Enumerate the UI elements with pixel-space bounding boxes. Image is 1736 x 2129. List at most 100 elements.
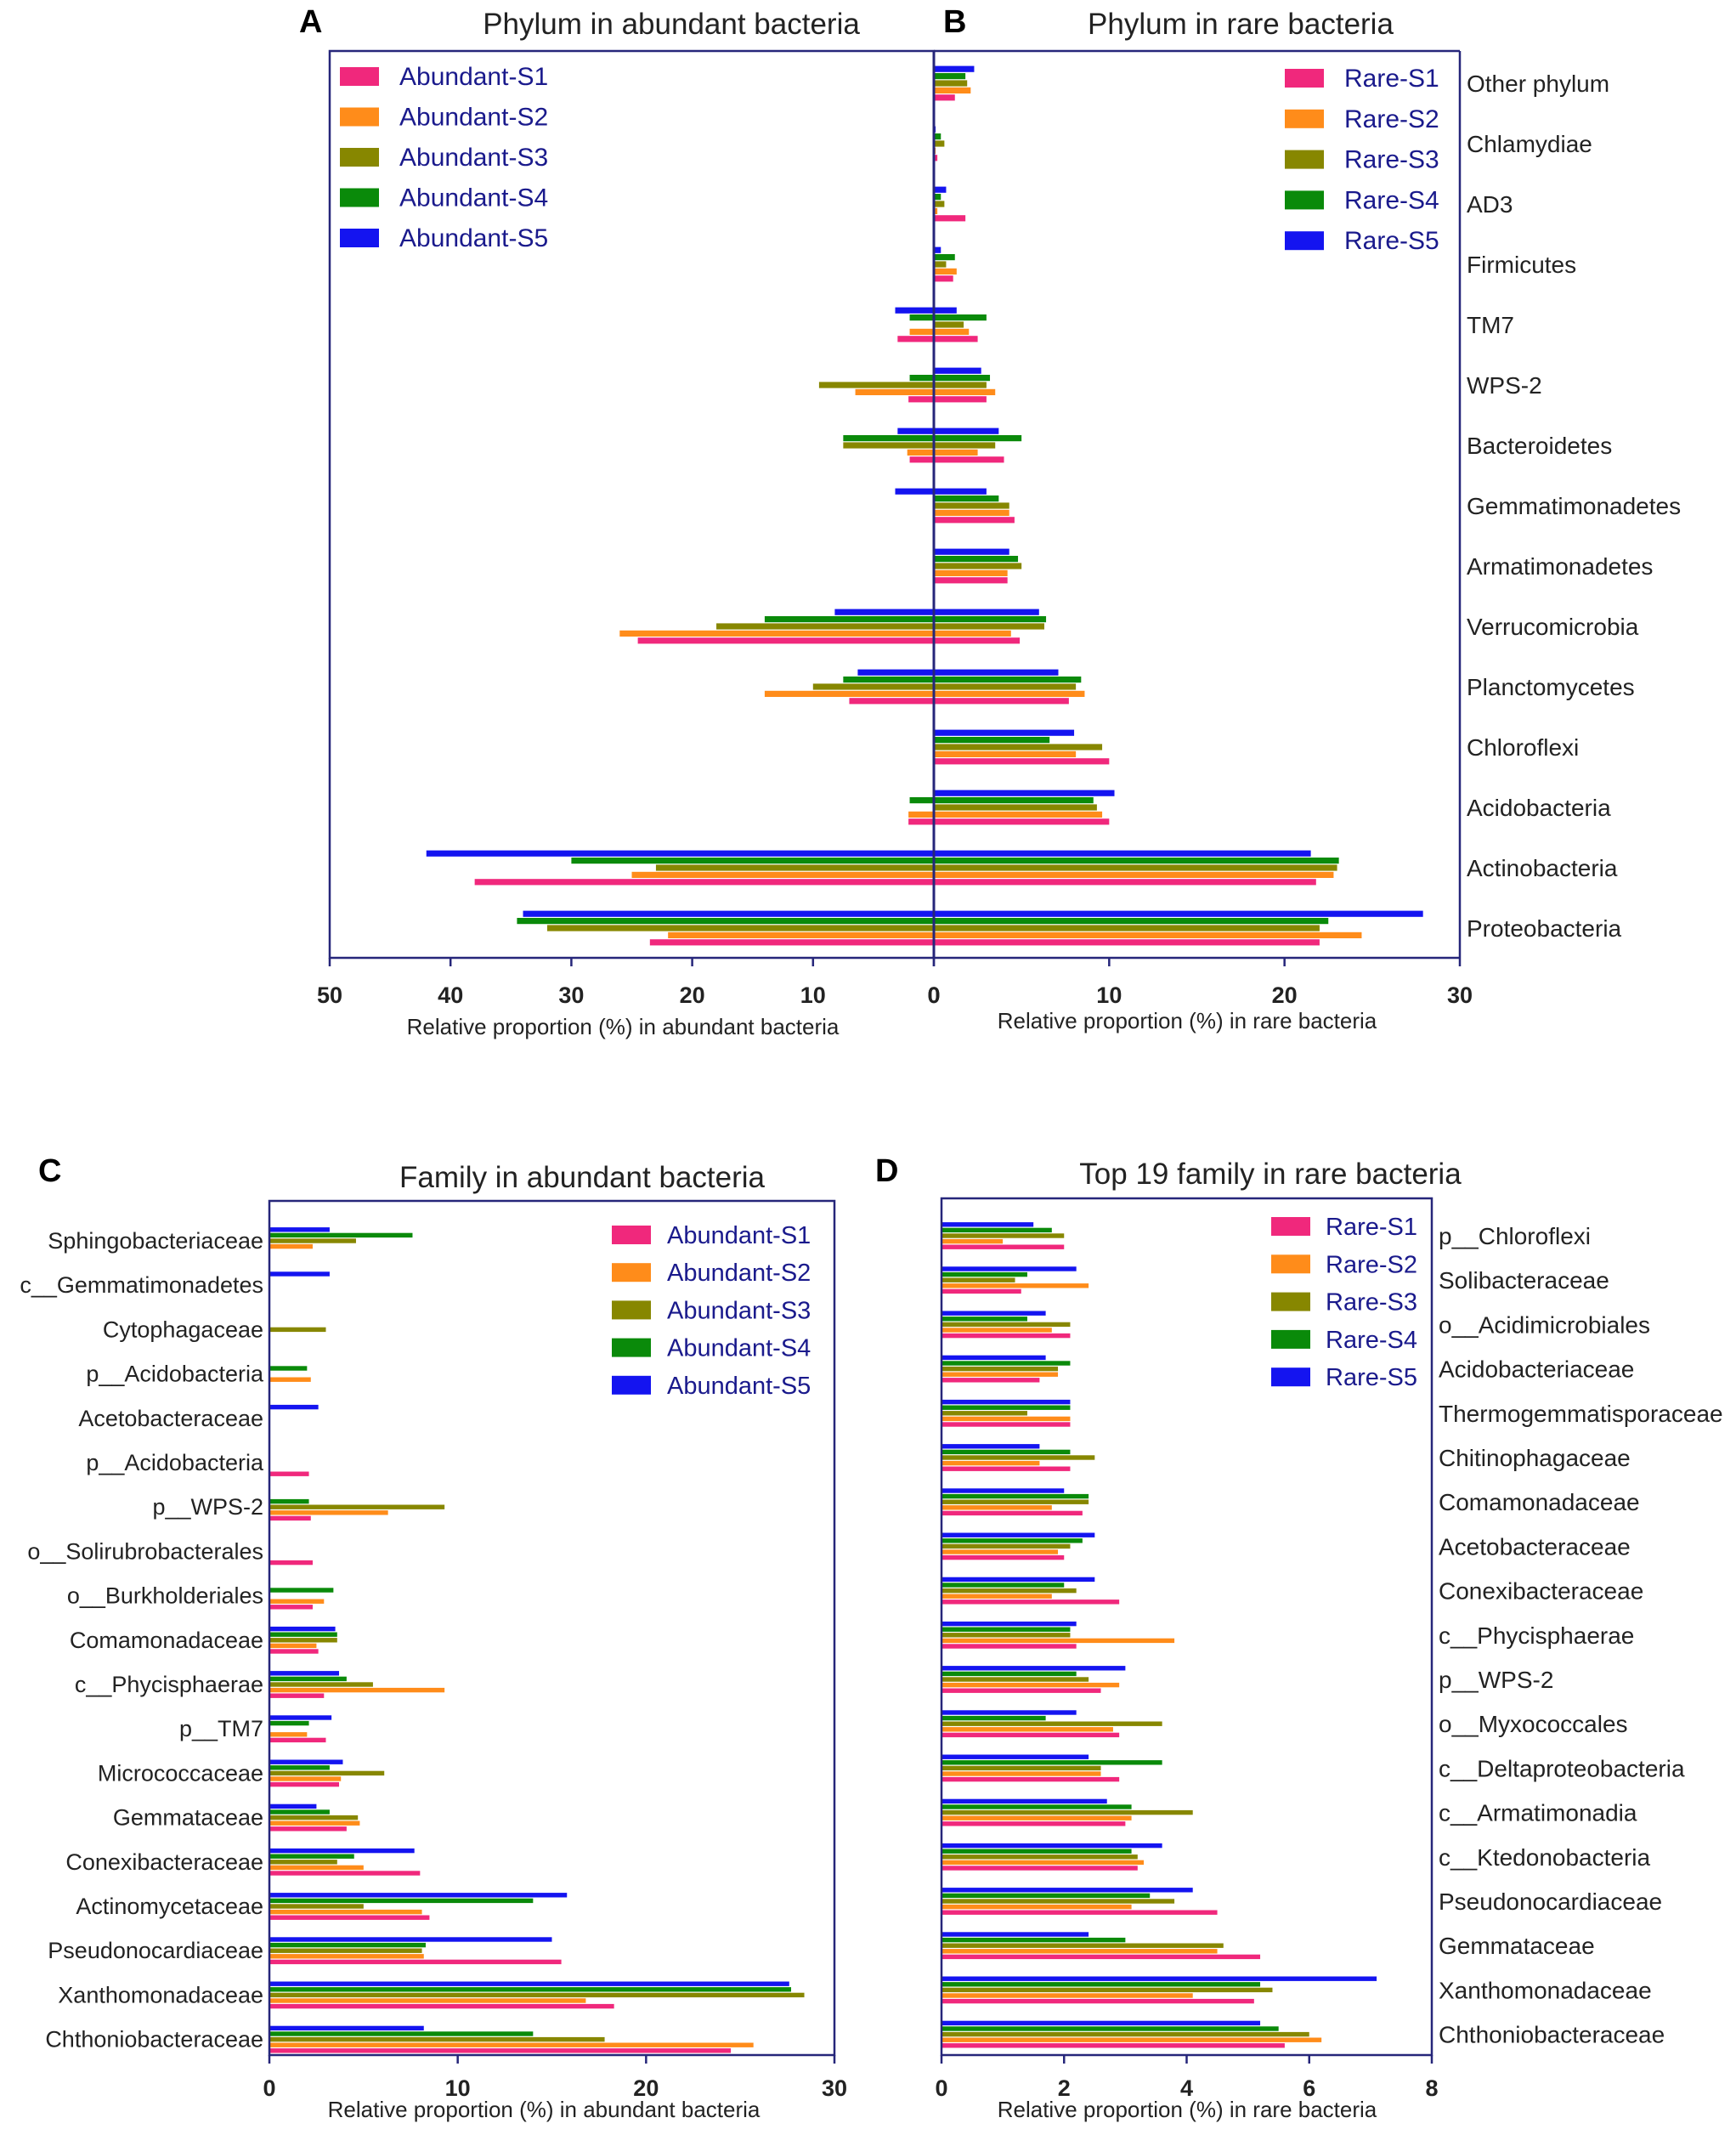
bar-c-1-10 xyxy=(269,1687,445,1693)
bar-a-3-12 xyxy=(909,797,934,804)
bar-c-0-14 xyxy=(269,1871,421,1876)
legend-swatch-d-4 xyxy=(1271,1367,1310,1387)
tick-label-c-3: 30 xyxy=(822,2075,847,2101)
tick-label-d-2: 4 xyxy=(1180,2075,1193,2101)
bar-b-4-13 xyxy=(934,850,1311,857)
bar-b-2-8 xyxy=(934,563,1022,569)
bar-b-4-4 xyxy=(934,307,957,314)
bar-c-1-15 xyxy=(269,1909,422,1915)
bar-c-3-10 xyxy=(269,1676,347,1682)
category-label-b-1: Chlamydiae xyxy=(1467,131,1592,157)
legend-swatch-a-2 xyxy=(340,148,379,167)
bar-c-4-14 xyxy=(269,1848,415,1854)
bar-c-0-15 xyxy=(269,1915,430,1920)
bar-c-3-18 xyxy=(269,2031,534,2036)
bar-d-1-16 xyxy=(942,1949,1218,1954)
bar-b-3-5 xyxy=(934,375,991,382)
panel-a: A Phylum in abundant bacteria 50 40 30 20 10 0 R… xyxy=(299,4,941,1039)
bar-d-4-6 xyxy=(942,1488,1065,1493)
bar-b-2-14 xyxy=(934,925,1320,931)
legend-entry-c-3: Abundant-S4 xyxy=(667,1335,811,1362)
category-label-b-11: Chloroflexi xyxy=(1467,734,1579,761)
bar-d-3-13 xyxy=(942,1804,1132,1809)
legend-entry-c-2: Abundant-S3 xyxy=(667,1297,811,1324)
bar-d-0-9 xyxy=(942,1644,1077,1649)
bar-b-3-11 xyxy=(934,737,1050,744)
tick-label-d-4: 8 xyxy=(1425,2075,1438,2101)
bar-a-4-9 xyxy=(834,609,934,615)
bar-c-1-0 xyxy=(269,1243,313,1249)
bar-c-2-14 xyxy=(269,1860,337,1865)
bar-b-1-3 xyxy=(934,268,957,275)
bar-d-3-2 xyxy=(942,1316,1027,1322)
bar-a-0-5 xyxy=(908,396,934,403)
bar-d-4-0 xyxy=(942,1222,1034,1227)
bar-c-1-8 xyxy=(269,1599,325,1604)
category-label-b-12: Acidobacteria xyxy=(1467,795,1611,821)
legend-a: Abundant-S1 Abundant-S2 Abundant-S3 Abundan… xyxy=(340,63,548,252)
bar-d-2-8 xyxy=(942,1588,1077,1594)
bar-d-3-0 xyxy=(942,1227,1052,1233)
bar-d-1-13 xyxy=(942,1815,1132,1820)
bar-a-1-14 xyxy=(668,931,934,938)
bar-d-0-0 xyxy=(942,1244,1065,1249)
bar-b-0-11 xyxy=(934,758,1110,765)
bar-c-0-9 xyxy=(269,1649,319,1654)
bar-c-1-3 xyxy=(269,1377,311,1382)
bar-c-4-11 xyxy=(269,1715,332,1720)
bar-c-2-17 xyxy=(269,1992,805,1998)
bar-d-2-12 xyxy=(942,1765,1101,1771)
bar-a-4-6 xyxy=(897,427,934,434)
bar-c-1-11 xyxy=(269,1732,308,1737)
tick-label-b-3: 30 xyxy=(1447,982,1473,1008)
panel-letter-d: D xyxy=(875,1153,898,1189)
tick-label-b-1: 10 xyxy=(1096,982,1122,1008)
bar-d-3-16 xyxy=(942,1937,1126,1943)
bar-d-3-10 xyxy=(942,1671,1077,1677)
legend-entry-c-0: Abundant-S1 xyxy=(667,1222,811,1249)
bar-a-1-10 xyxy=(764,690,934,697)
category-label-d-17: Xanthomonadaceae xyxy=(1439,1977,1652,2003)
bar-c-4-17 xyxy=(269,1981,789,1986)
bar-d-3-6 xyxy=(942,1493,1089,1499)
bar-c-4-13 xyxy=(269,1803,317,1809)
bar-a-4-4 xyxy=(895,307,934,314)
legend-entry-b-0: Rare-S1 xyxy=(1344,65,1439,93)
category-label-d-18: Chthoniobacteraceae xyxy=(1439,2022,1665,2048)
category-label-c-10: c__Phycisphaerae xyxy=(75,1672,263,1697)
bar-d-4-15 xyxy=(942,1888,1193,1893)
bar-d-2-1 xyxy=(942,1277,1015,1282)
x-axis-label-a: Relative proportion (%) in abundant bact… xyxy=(407,1014,840,1039)
bar-c-3-15 xyxy=(269,1898,534,1904)
bar-b-2-5 xyxy=(934,382,987,388)
category-label-b-3: Firmicutes xyxy=(1467,252,1576,278)
bar-d-0-6 xyxy=(942,1510,1083,1516)
bar-d-3-17 xyxy=(942,1982,1261,1987)
bar-b-4-6 xyxy=(934,427,999,434)
legend-d: Rare-S1 Rare-S2 Rare-S3 Rare-S4 Rare-S5 xyxy=(1271,1214,1417,1391)
category-label-d-11: o__Myxococcales xyxy=(1439,1711,1628,1737)
bar-b-2-13 xyxy=(934,864,1337,871)
tick-label-a-1: 40 xyxy=(438,982,463,1008)
bar-d-1-5 xyxy=(942,1460,1040,1466)
bar-d-4-2 xyxy=(942,1311,1046,1316)
bar-d-4-4 xyxy=(942,1399,1071,1405)
chart-title-a: Phylum in abundant bacteria xyxy=(483,8,860,41)
bar-c-0-17 xyxy=(269,2003,614,2009)
legend-entry-a-3: Abundant-S4 xyxy=(399,184,548,212)
bar-b-4-10 xyxy=(934,669,1059,676)
bar-b-2-6 xyxy=(934,442,996,449)
panel-letter-b: B xyxy=(943,4,966,40)
bar-d-1-17 xyxy=(942,1993,1193,1998)
bar-b-0-5 xyxy=(934,396,987,403)
bar-d-1-1 xyxy=(942,1283,1089,1288)
bar-d-0-11 xyxy=(942,1732,1120,1738)
bar-b-4-12 xyxy=(934,790,1115,796)
bar-d-0-8 xyxy=(942,1600,1120,1605)
panel-b: B Phylum in rare bacteria Other phylum Chla… xyxy=(927,4,1681,1033)
bar-d-1-2 xyxy=(942,1328,1052,1333)
bar-d-4-9 xyxy=(942,1621,1077,1627)
bar-a-0-6 xyxy=(909,456,934,463)
bar-b-3-7 xyxy=(934,495,999,502)
bar-d-1-7 xyxy=(942,1549,1059,1554)
